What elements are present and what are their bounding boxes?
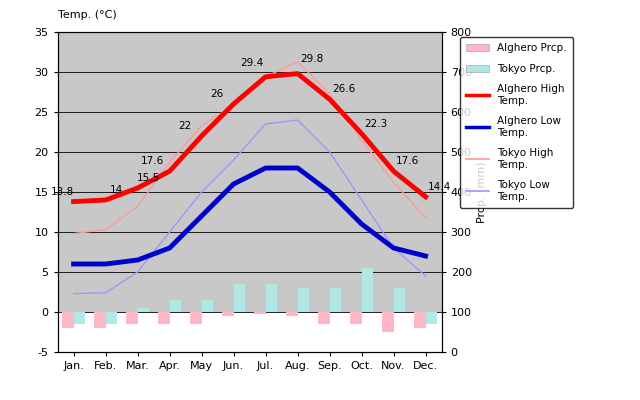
Text: 22.3: 22.3 [364,119,387,129]
Text: 29.8: 29.8 [300,54,323,64]
Text: 15.5: 15.5 [137,173,161,183]
Bar [74,312,84,324]
Text: 29.4: 29.4 [240,58,263,68]
Bar [62,312,74,328]
Text: 17.6: 17.6 [141,156,164,166]
Bar [266,284,277,312]
Bar [362,268,372,312]
Bar [319,312,330,324]
Text: 13.8: 13.8 [51,187,74,197]
Y-axis label: Prcp. (mm): Prcp. (mm) [477,161,487,223]
Text: 26.6: 26.6 [332,84,355,94]
Text: 17.6: 17.6 [396,156,419,166]
Bar [138,308,148,312]
Text: 26: 26 [211,89,223,99]
Bar [95,312,106,328]
Bar [223,312,234,316]
Bar [287,312,298,316]
Bar [394,288,405,312]
Text: 14.4: 14.4 [428,182,451,192]
Bar [415,312,426,328]
Bar [170,300,181,312]
Bar [351,312,362,324]
Bar [298,288,309,312]
Text: Temp. (°C): Temp. (°C) [58,10,116,20]
Bar [106,312,116,324]
Bar [330,288,341,312]
Bar [159,312,170,324]
Bar [383,312,394,332]
Bar [255,312,266,314]
Bar [426,312,437,324]
Bar [127,312,138,324]
Bar [202,300,212,312]
Bar [191,312,202,324]
Bar [234,284,244,312]
Text: 14: 14 [110,185,124,195]
Bar [58,312,442,352]
Text: 22: 22 [179,121,191,131]
Legend: Alghero Prcp., Tokyo Prcp., Alghero High
Temp., Alghero Low
Temp., Tokyo High
Te: Alghero Prcp., Tokyo Prcp., Alghero High… [460,37,573,208]
